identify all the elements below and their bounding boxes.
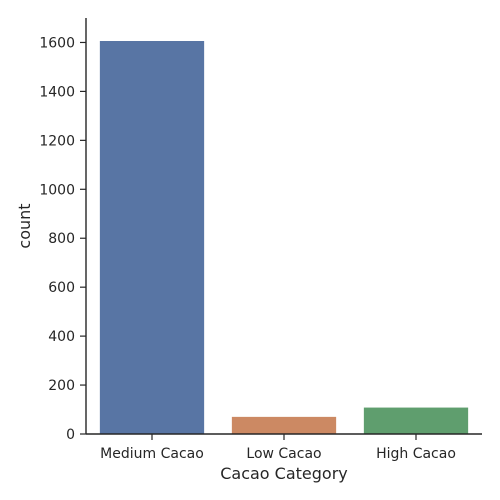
bar-high-cacao [363,407,469,434]
x-axis-ticks: Medium Cacao Low Cacao High Cacao [100,434,456,462]
y-tick-label: 1000 [39,182,75,198]
y-tick-label: 1200 [39,133,75,149]
y-axis-title: count [15,203,34,248]
y-tick-label: 0 [66,427,75,443]
x-tick-label: High Cacao [376,446,456,462]
y-tick-label: 1400 [39,84,75,100]
y-tick-label: 200 [48,378,75,394]
y-tick-label: 800 [48,231,75,247]
x-tick-label: Low Cacao [246,446,321,462]
y-tick-label: 1600 [39,35,75,51]
y-tick-label: 400 [48,329,75,345]
bar-low-cacao [231,416,337,434]
bar-medium-cacao [99,41,205,435]
y-tick-label: 600 [48,280,75,296]
x-tick-label: Medium Cacao [100,446,204,462]
bars-group [99,41,469,435]
y-axis-ticks: 0 200 400 600 800 1000 1200 1400 1600 [39,35,86,443]
x-axis-title: Cacao Category [220,464,348,483]
